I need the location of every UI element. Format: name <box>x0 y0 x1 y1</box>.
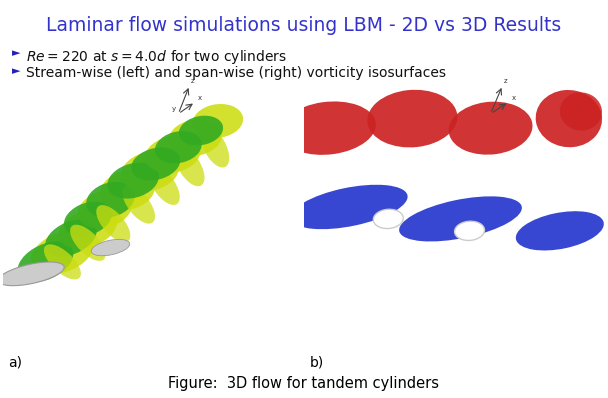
Ellipse shape <box>169 119 222 156</box>
Text: b): b) <box>310 356 324 370</box>
Ellipse shape <box>145 136 201 173</box>
Ellipse shape <box>0 262 64 286</box>
Ellipse shape <box>86 182 135 218</box>
Ellipse shape <box>58 209 117 248</box>
Ellipse shape <box>560 92 602 131</box>
Ellipse shape <box>291 185 407 229</box>
Ellipse shape <box>449 101 533 155</box>
Ellipse shape <box>193 104 243 138</box>
Ellipse shape <box>179 116 223 145</box>
Text: z: z <box>191 78 195 84</box>
Text: $Re = 220$ at $s = 4.0d$ for two cylinders: $Re = 220$ at $s = 4.0d$ for two cylinde… <box>26 48 287 66</box>
Text: Stream-wise (left) and span-wise (right) vorticity isosurfaces: Stream-wise (left) and span-wise (right)… <box>26 66 446 80</box>
Text: y: y <box>171 106 176 113</box>
Text: z: z <box>504 78 508 84</box>
Ellipse shape <box>18 242 74 282</box>
Ellipse shape <box>108 163 159 199</box>
Ellipse shape <box>148 166 180 205</box>
Ellipse shape <box>455 221 485 240</box>
Ellipse shape <box>45 220 97 256</box>
Ellipse shape <box>100 170 155 210</box>
Ellipse shape <box>201 127 229 168</box>
Ellipse shape <box>78 190 132 228</box>
Text: Figure:  3D flow for tandem cylinders: Figure: 3D flow for tandem cylinders <box>168 376 440 391</box>
Text: ►: ► <box>12 48 21 58</box>
Ellipse shape <box>131 148 181 180</box>
Text: Laminar flow simulations using LBM - 2D vs 3D Results: Laminar flow simulations using LBM - 2D … <box>46 16 562 35</box>
Ellipse shape <box>64 202 112 236</box>
Ellipse shape <box>536 90 602 147</box>
Ellipse shape <box>367 90 457 147</box>
Text: a): a) <box>8 356 22 370</box>
Ellipse shape <box>122 185 155 224</box>
Ellipse shape <box>155 131 202 164</box>
Ellipse shape <box>399 196 522 242</box>
Ellipse shape <box>373 209 403 228</box>
Text: ►: ► <box>12 66 21 76</box>
Ellipse shape <box>70 225 106 261</box>
Ellipse shape <box>44 244 81 279</box>
Ellipse shape <box>516 211 604 250</box>
Ellipse shape <box>91 239 130 256</box>
Ellipse shape <box>31 230 94 274</box>
Text: x: x <box>198 94 202 101</box>
Ellipse shape <box>96 205 130 242</box>
Text: x: x <box>512 94 516 101</box>
Ellipse shape <box>121 151 179 191</box>
Ellipse shape <box>174 146 204 186</box>
Ellipse shape <box>280 101 376 155</box>
